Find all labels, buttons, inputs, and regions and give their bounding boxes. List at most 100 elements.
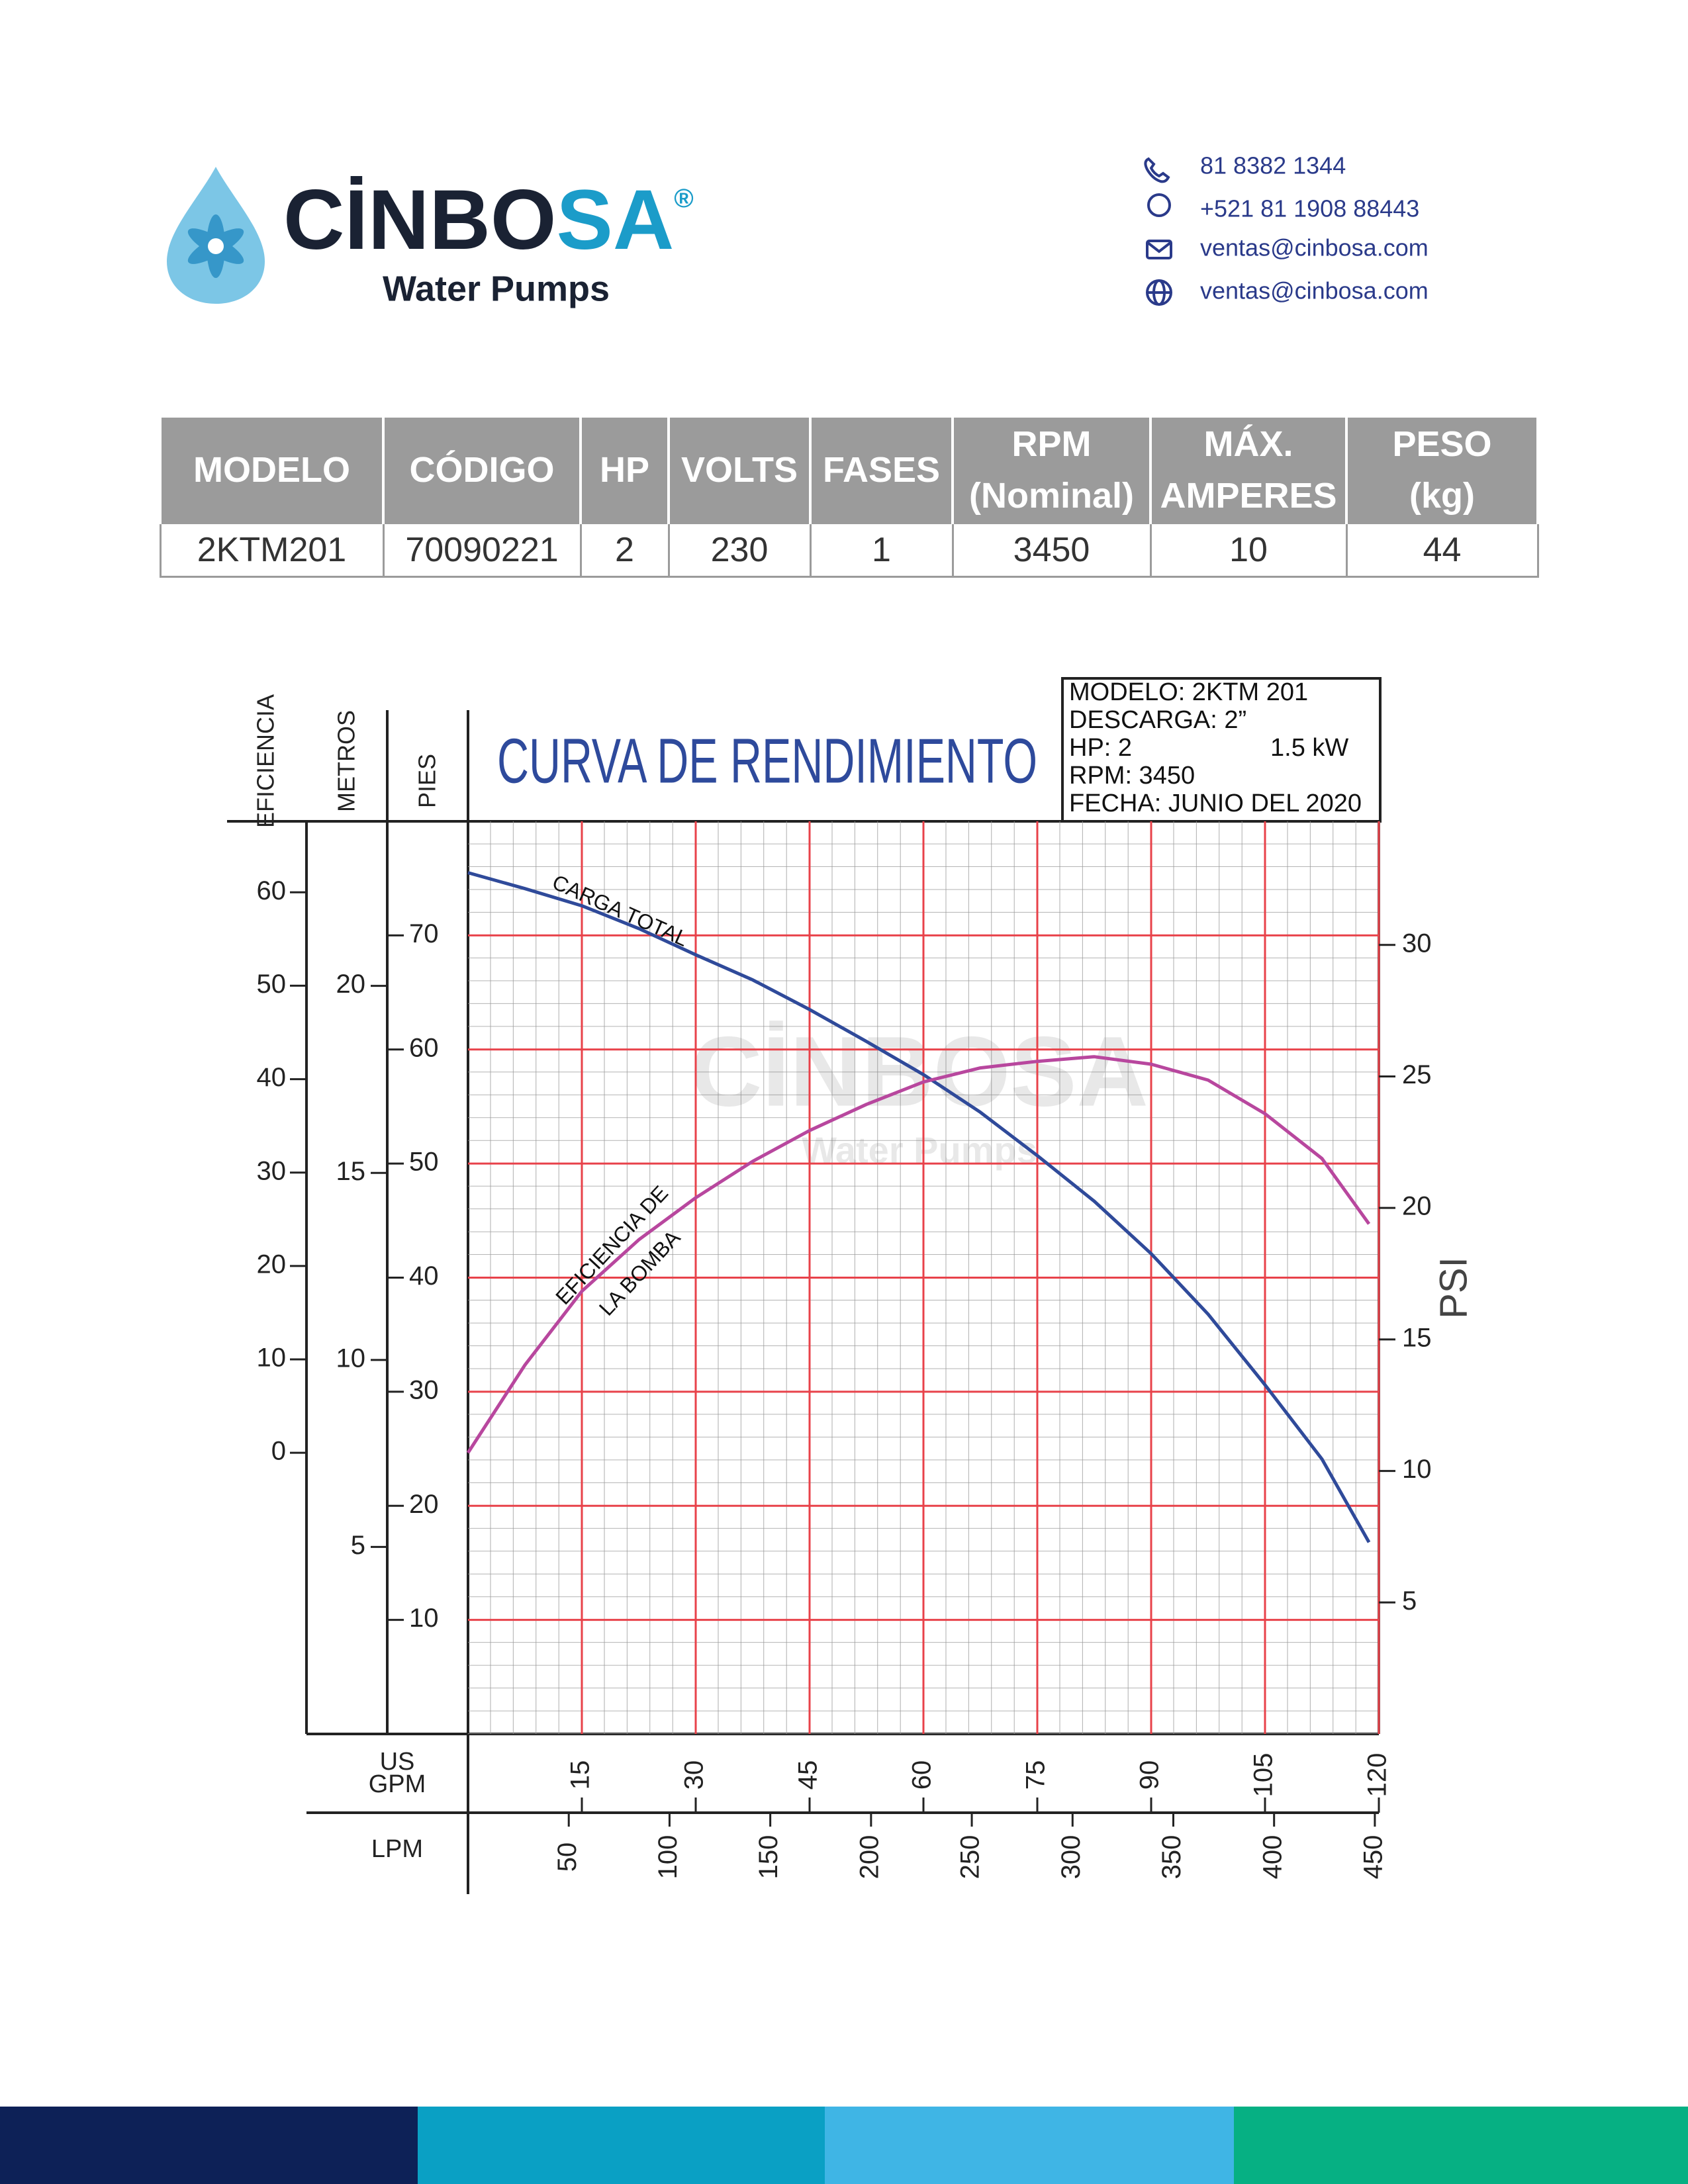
x2-axis-title: LPM	[371, 1835, 423, 1863]
row: 2KTM201 70090221 2 230 1 3450 10 44	[159, 522, 1539, 578]
y-tick-label: 20	[257, 1250, 287, 1279]
y-tick-label: 40	[257, 1063, 287, 1092]
header-text: MÁX.	[1203, 424, 1293, 464]
cell: 44	[1345, 522, 1539, 578]
x-tick-label: 105	[1249, 1753, 1278, 1797]
x-axis-title: US	[380, 1748, 415, 1776]
x2-tick-label: 250	[956, 1835, 985, 1880]
info-line: 1.5 kW	[1270, 734, 1348, 762]
cell: 1	[809, 522, 954, 578]
info-line: DESCARGA: 2”	[1069, 706, 1246, 734]
brand-blue: SA	[556, 173, 674, 267]
y-axis-title: PSI	[1432, 1257, 1475, 1319]
y-tick-label: 25	[1402, 1060, 1432, 1089]
contact-icons	[1144, 157, 1172, 306]
header-text: (kg)	[1409, 476, 1475, 516]
contact: ventas@cinbosa.com	[1200, 234, 1429, 261]
x-tick-label: 90	[1135, 1760, 1164, 1790]
y-tick-label: 60	[257, 876, 287, 905]
header-cell: MÁX. AMPERES	[1149, 418, 1348, 523]
y-tick-label: 5	[351, 1531, 365, 1560]
y-tick-label: 50	[257, 970, 287, 999]
x2-tick-label: 300	[1056, 1835, 1086, 1880]
y-tick-label: 20	[1402, 1192, 1432, 1221]
curve	[466, 1055, 1371, 1454]
footer-bar	[418, 2107, 825, 2184]
y-tick-label: 10	[257, 1343, 287, 1373]
curve	[467, 871, 1371, 1543]
cell: 230	[667, 522, 812, 578]
x2-tick-label: 150	[754, 1835, 783, 1880]
header-cell: FASES	[809, 418, 954, 523]
header-row: MODELO CÓDIGO HP VOLTS FASES RPM (Nominal) MÁX.…	[159, 418, 1539, 523]
header-text: MODELO	[193, 450, 350, 490]
y-tick-label: 20	[336, 970, 366, 999]
header-cell: VOLTS	[667, 418, 812, 523]
header-cell: CÓDIGO	[382, 418, 582, 523]
header-text: CÓDIGO	[409, 450, 555, 490]
x-tick-label: 45	[794, 1760, 823, 1790]
x2-tick-label: 200	[855, 1835, 884, 1880]
info-line: FECHA: JUNIO DEL 2020	[1069, 790, 1362, 817]
x-tick-label: 15	[566, 1760, 595, 1790]
header-text: HP	[599, 450, 649, 490]
y-tick-label: 30	[1402, 929, 1432, 958]
y-tick-label: 30	[257, 1156, 287, 1185]
y-tick-label: 50	[409, 1148, 439, 1177]
brand-dark: CİNBO	[283, 173, 556, 267]
x-tick-label: 120	[1363, 1753, 1392, 1797]
header-text: RPM	[1011, 424, 1092, 464]
x-tick-label: 60	[908, 1760, 937, 1790]
y-tick-label: 15	[1402, 1323, 1432, 1352]
contact: +521 81 1908 88443	[1200, 195, 1419, 222]
header-cell: HP	[579, 418, 670, 523]
header-text: AMPERES	[1160, 476, 1337, 516]
x2-tick-label: 400	[1258, 1835, 1287, 1880]
y-tick-label: 15	[336, 1157, 366, 1186]
tagline: Water Pumps	[383, 269, 610, 308]
header-cell: MODELO	[159, 418, 385, 523]
info-line: HP: 2	[1069, 734, 1132, 762]
info-line: MODELO: 2KTM 201	[1069, 678, 1308, 706]
brand: CİNBOSA®	[283, 173, 694, 267]
header-text: VOLTS	[680, 450, 798, 490]
cell: 70090221	[382, 522, 582, 578]
y-tick-label: 10	[336, 1343, 366, 1373]
y-tick-label: 10	[1402, 1455, 1432, 1484]
y-tick-label: 10	[409, 1604, 439, 1633]
x-axis-title: GPM	[369, 1770, 426, 1798]
footer-bar	[825, 2107, 1234, 2184]
y-axis-title: METROS	[333, 710, 360, 812]
x2-tick-label: 350	[1157, 1835, 1186, 1880]
header-text: (Nominal)	[969, 476, 1134, 516]
header-cell: RPM (Nominal)	[951, 418, 1152, 523]
cell: 2	[579, 522, 670, 578]
x-tick-label: 30	[680, 1760, 709, 1790]
cell: 3450	[951, 522, 1152, 578]
x2-tick-label: 450	[1358, 1835, 1387, 1880]
y-tick-label: 60	[409, 1033, 439, 1062]
cell: 2KTM201	[159, 522, 385, 578]
logo-mark	[167, 167, 265, 304]
chart-title: CURVA DE RENDIMIENTO	[497, 725, 1037, 796]
header-text: PESO	[1392, 424, 1492, 464]
y-tick-label: 0	[271, 1437, 286, 1466]
header-text: FASES	[822, 450, 941, 490]
info-line: RPM: 3450	[1069, 762, 1195, 790]
y-axis-title: EFICIENCIA	[252, 694, 279, 828]
y-tick-label: 30	[409, 1375, 439, 1404]
contact: 81 8382 1344	[1200, 152, 1346, 179]
footer-bar	[1234, 2107, 1688, 2184]
y-tick-label: 20	[409, 1490, 439, 1519]
y-axis-title: PIES	[414, 754, 441, 808]
x2-tick-label: 100	[653, 1835, 682, 1880]
header-cell: PESO (kg)	[1345, 418, 1539, 523]
footer-bar	[0, 2107, 418, 2184]
y-tick-label: 40	[409, 1261, 439, 1291]
registered: ®	[674, 184, 693, 213]
spec-table: MODELO CÓDIGO HP VOLTS FASES RPM (Nominal) MÁX.…	[159, 418, 1539, 578]
contact: ventas@cinbosa.com	[1200, 277, 1429, 304]
